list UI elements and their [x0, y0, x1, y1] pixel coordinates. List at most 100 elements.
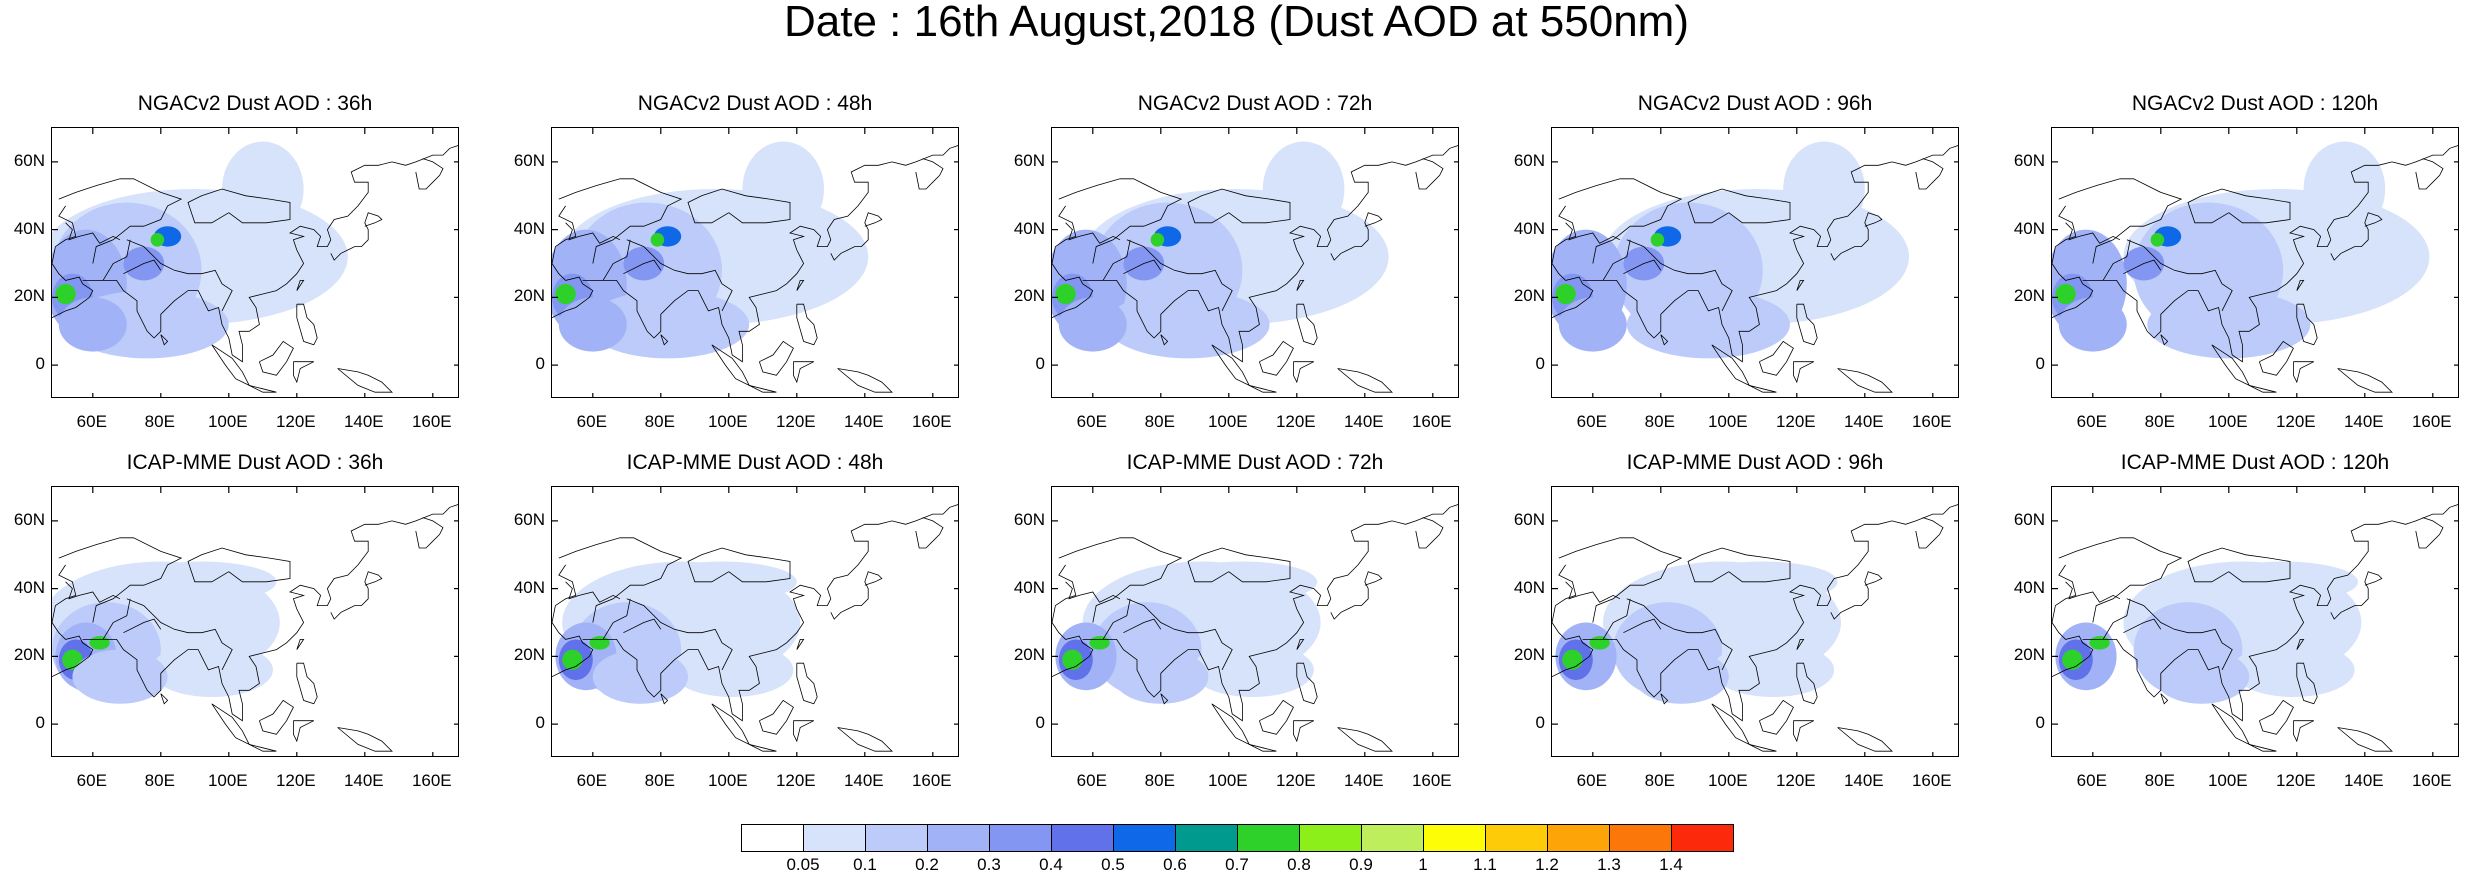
dust-aod-map: [552, 128, 958, 397]
coastline: [1187, 188, 1291, 224]
aod-plume: [1262, 141, 1345, 237]
coastline: [623, 618, 662, 634]
coastline: [2160, 693, 2169, 705]
coastline: [330, 571, 383, 620]
lon-tick-label: 60E: [76, 771, 107, 790]
coastline: [1187, 547, 1291, 583]
coastline: [2259, 340, 2294, 376]
lon-tick-label: 140E: [843, 412, 884, 431]
coastline: [2123, 618, 2162, 634]
coastline: [337, 727, 393, 752]
coastline: [2296, 638, 2305, 650]
lat-tick-label: 0: [535, 354, 545, 374]
coastline: [126, 239, 233, 312]
colorbar-label: 0.05: [786, 855, 820, 874]
lon-tick-label: 160E: [1411, 412, 1452, 431]
lon-tick-label: 120E: [2275, 771, 2316, 790]
aod-plume: [589, 636, 610, 650]
map-panel: [551, 486, 959, 757]
coastline: [1296, 303, 1318, 346]
dust-aod-map: [1052, 487, 1458, 756]
coastline: [1102, 598, 1131, 640]
coastline: [52, 205, 77, 264]
colorbar-swatch: [989, 824, 1052, 852]
coastline: [2211, 703, 2251, 746]
coastline: [52, 263, 94, 319]
coastline: [2211, 344, 2251, 387]
aod-plume: [562, 649, 583, 670]
colorbar-label: 0.9: [1349, 855, 1373, 874]
lat-tick-label: 60N: [2013, 509, 2045, 529]
coastline: [1565, 581, 1621, 603]
lat-tick-label: 20N: [13, 286, 45, 306]
colorbar-swatch: [1671, 824, 1734, 852]
panel-title: NGACv2 Dust AOD : 36h: [137, 92, 373, 115]
coastline: [1126, 598, 1233, 671]
lat-tick-label: 40N: [2013, 577, 2045, 597]
coastline: [1565, 222, 1621, 244]
coastline: [2082, 504, 2458, 722]
colorbar-label: 1.1: [1473, 855, 1497, 874]
panel-title: ICAP-MME Dust AOD : 36h: [126, 451, 384, 474]
coastline: [1830, 571, 1883, 620]
coastline: [1552, 622, 1594, 678]
coastline: [330, 212, 383, 261]
lon-tick-label: 160E: [911, 771, 952, 790]
colorbar-label: 0.7: [1225, 855, 1249, 874]
coastline: [1160, 334, 1169, 346]
map-panel: [1551, 127, 1959, 398]
lat-tick-label: 20N: [1013, 645, 1045, 665]
aod-plume: [89, 636, 110, 650]
lon-tick-label: 100E: [1707, 412, 1748, 431]
coastline: [552, 263, 594, 319]
lat-tick-label: 0: [2035, 713, 2045, 733]
coastline: [1792, 361, 1814, 384]
coastline: [552, 564, 577, 623]
colorbar-label: 1: [1418, 855, 1428, 874]
coastline: [915, 158, 944, 190]
dust-aod-map: [2052, 487, 2458, 756]
coastline: [1915, 517, 1944, 549]
colorbar-swatch: [865, 824, 928, 852]
dust-aod-map: [1052, 128, 1458, 397]
aod-plume: [1106, 290, 1270, 359]
coastline: [749, 385, 777, 393]
lon-tick-label: 100E: [1207, 412, 1248, 431]
coastline: [1660, 334, 1669, 346]
coastline: [796, 279, 805, 291]
coastline: [1687, 188, 1791, 224]
coastline: [1296, 279, 1305, 291]
coastline: [415, 517, 444, 549]
lat-tick-label: 20N: [1513, 286, 1545, 306]
coastline: [415, 158, 444, 190]
aod-plume: [2147, 290, 2311, 359]
aod-plume: [671, 642, 794, 698]
map-panel: [51, 127, 459, 398]
lon-tick-label: 80E: [2144, 771, 2175, 790]
coastline: [1623, 259, 1662, 275]
coastline: [749, 744, 777, 752]
coastline: [1660, 693, 1669, 705]
coastline: [1249, 744, 1277, 752]
coastline: [2082, 145, 2458, 363]
lat-tick-label: 60N: [513, 150, 545, 170]
coastline: [126, 598, 233, 671]
colorbar-label: 1.3: [1597, 855, 1621, 874]
coastline: [2337, 727, 2393, 752]
coastline: [582, 504, 958, 722]
colorbar-swatch: [1175, 824, 1238, 852]
coastline: [82, 145, 458, 363]
lat-tick-label: 40N: [1013, 577, 1045, 597]
coastline: [296, 303, 318, 346]
lon-tick-label: 140E: [1843, 412, 1884, 431]
coastline: [1065, 581, 1121, 603]
lon-tick-label: 100E: [2207, 412, 2248, 431]
lat-tick-label: 60N: [13, 150, 45, 170]
coastline: [660, 334, 669, 346]
coastline: [1249, 385, 1277, 393]
aod-plume: [1633, 649, 1729, 704]
coastline: [1259, 699, 1294, 735]
coastline: [915, 517, 944, 549]
aod-plume: [555, 283, 576, 305]
coastline: [259, 340, 294, 376]
